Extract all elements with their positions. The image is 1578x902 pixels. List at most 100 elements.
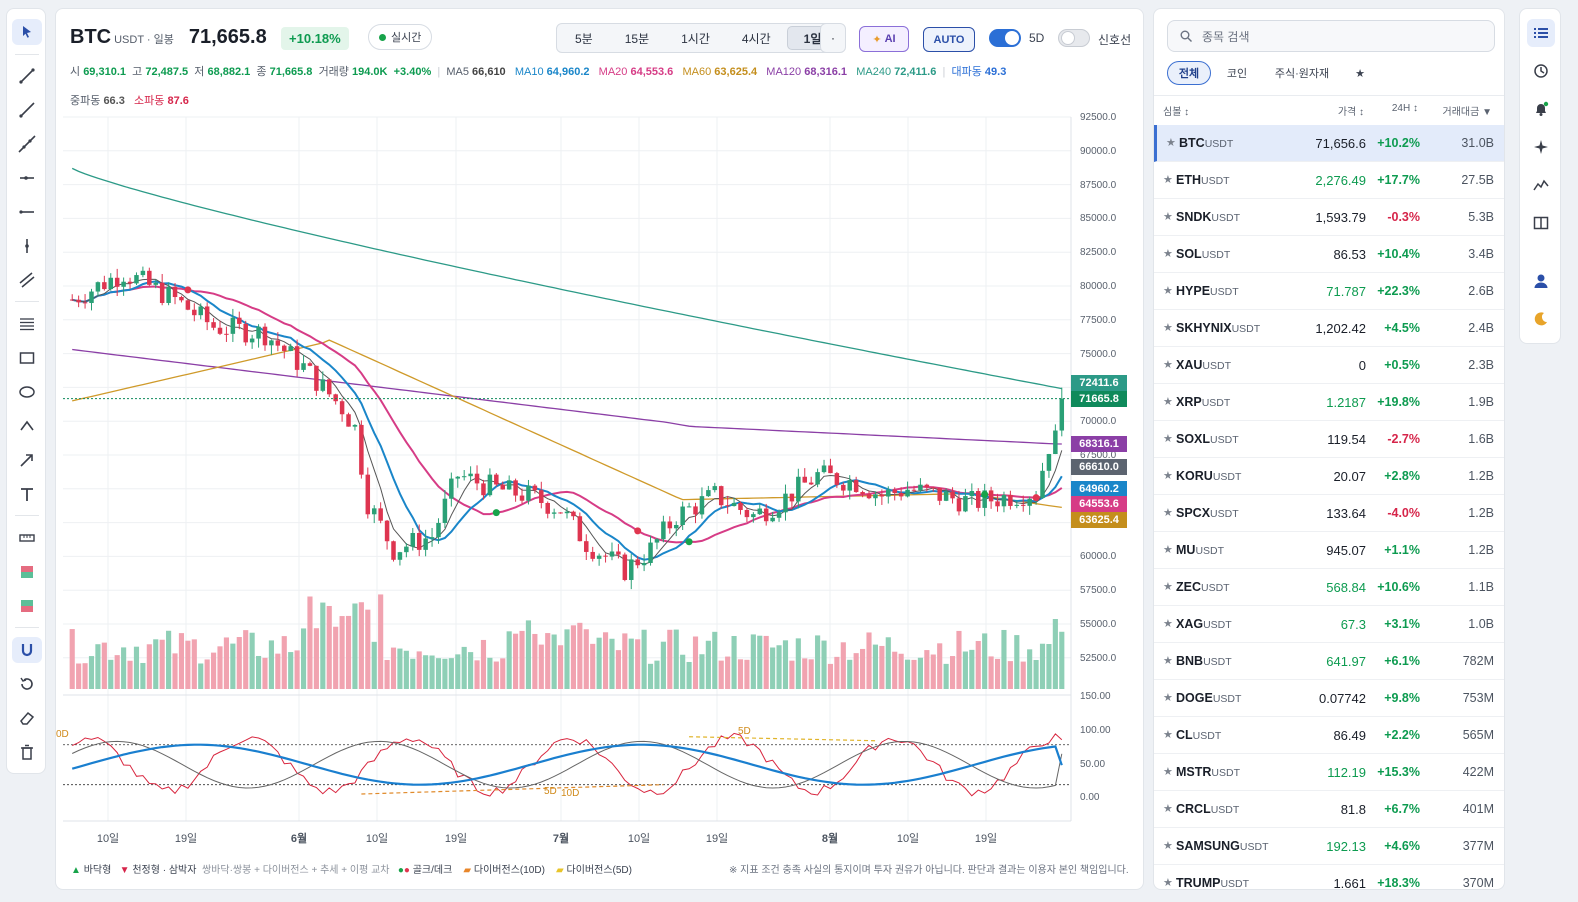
list-item[interactable]: ★ KORUUSDT 20.07 +2.8% 1.2B <box>1154 458 1504 495</box>
osc-tick-label: 50.00 <box>1080 759 1106 770</box>
alerts-button[interactable] <box>1527 95 1555 123</box>
list-item[interactable]: ★ SKHYNIXUSDT 1,202.42 +4.5% 2.4B <box>1154 310 1504 347</box>
fib-levels-tool[interactable] <box>12 311 42 337</box>
list-item[interactable]: ★ TRUMPUSDT 1.661 +18.3% 370M <box>1154 865 1504 889</box>
layout-button[interactable] <box>1527 209 1555 237</box>
favorite-star-icon[interactable]: ★ <box>1163 285 1173 297</box>
more-timeframes-button[interactable]: · <box>820 23 846 53</box>
col-change[interactable]: 24H ↕ <box>1391 103 1418 114</box>
list-item[interactable]: ★ HYPEUSDT 71.787 +22.3% 2.6B <box>1154 273 1504 310</box>
tab-tf-15m[interactable]: 15분 <box>624 31 650 46</box>
list-item[interactable]: ★ XAUUSDT 0 +0.5% 2.3B <box>1154 347 1504 384</box>
ray-tool[interactable] <box>12 97 42 123</box>
list-item[interactable]: ★ SNDKUSDT 1,593.79 -0.3% 5.3B <box>1154 199 1504 236</box>
search-box[interactable]: 종목 검색 <box>1167 20 1495 52</box>
favorite-star-icon[interactable]: ★ <box>1163 470 1173 482</box>
favorite-star-icon[interactable]: ★ <box>1163 692 1173 704</box>
auto-button[interactable]: AUTO <box>923 27 975 52</box>
favorite-star-icon[interactable]: ★ <box>1163 766 1173 778</box>
list-item[interactable]: ★ XAGUSDT 67.3 +3.1% 1.0B <box>1154 606 1504 643</box>
favorite-star-icon[interactable]: ★ <box>1166 137 1176 149</box>
ai-assistant-button[interactable] <box>1527 133 1555 161</box>
filter-stocks[interactable]: 주식·원자재 <box>1274 68 1330 80</box>
vertical-line-tool[interactable] <box>12 233 42 259</box>
filter-coin[interactable]: 코인 <box>1226 68 1248 80</box>
favorite-star-icon[interactable]: ★ <box>1163 211 1173 223</box>
horizontal-ray-tool[interactable] <box>12 165 42 191</box>
theme-button[interactable] <box>1527 305 1555 333</box>
volume-bar <box>345 615 352 689</box>
favorite-star-icon[interactable]: ★ <box>1163 618 1173 630</box>
extended-line-tool[interactable] <box>12 131 42 157</box>
favorite-star-icon[interactable]: ★ <box>1163 581 1173 593</box>
list-item[interactable]: ★ ETHUSDT 2,276.49 +17.7% 27.5B <box>1154 162 1504 199</box>
list-item[interactable]: ★ SOLUSDT 86.53 +10.4% 3.4B <box>1154 236 1504 273</box>
long-position-tool[interactable] <box>12 559 42 585</box>
list-item[interactable]: ★ XRPUSDT 1.2187 +19.8% 1.9B <box>1154 384 1504 421</box>
favorite-star-icon[interactable]: ★ <box>1163 655 1173 667</box>
favorite-star-icon[interactable]: ★ <box>1163 248 1173 260</box>
list-item[interactable]: ★ MUUSDT 945.07 +1.1% 1.2B <box>1154 532 1504 569</box>
volume-bar <box>628 638 634 689</box>
text-tool[interactable] <box>12 481 42 507</box>
list-item[interactable]: ★ BNBUSDT 641.97 +6.1% 782M <box>1154 643 1504 680</box>
volume-bar <box>924 650 930 689</box>
price-chart[interactable]: 0D 5D 5D 10D <box>56 9 1144 890</box>
list-item[interactable]: ★ SPCXUSDT 133.64 -4.0% 1.2B <box>1154 495 1504 532</box>
favorite-star-icon[interactable]: ★ <box>1163 322 1173 334</box>
cursor-tool[interactable] <box>12 19 42 45</box>
reset-tool[interactable] <box>12 671 42 697</box>
polyline-tool[interactable] <box>12 413 42 439</box>
measure-tool[interactable] <box>12 525 42 551</box>
profile-button[interactable] <box>1527 267 1555 295</box>
toggle-5d[interactable] <box>989 29 1021 47</box>
short-position-tool[interactable] <box>12 593 42 619</box>
list-item[interactable]: ★ BTCUSDT 71,656.6 +10.2% 31.0B <box>1154 125 1504 162</box>
list-item[interactable]: ★ ZECUSDT 568.84 +10.6% 1.1B <box>1154 569 1504 606</box>
current-price: 71,665.8 <box>188 26 267 48</box>
favorite-star-icon[interactable]: ★ <box>1163 359 1173 371</box>
realtime-badge[interactable]: 실시간 <box>368 24 433 50</box>
favorite-star-icon[interactable]: ★ <box>1163 433 1173 445</box>
filter-all[interactable]: 전체 <box>1167 61 1211 85</box>
favorite-star-icon[interactable]: ★ <box>1163 507 1173 519</box>
favorite-star-icon[interactable]: ★ <box>1163 877 1173 889</box>
volume-bar <box>853 653 859 689</box>
tab-tf-5m[interactable]: 5분 <box>575 31 593 46</box>
magnet-tool[interactable] <box>12 637 42 663</box>
ai-button[interactable]: ✦ AI <box>859 26 909 52</box>
ellipse-tool[interactable] <box>12 379 42 405</box>
trash-tool[interactable] <box>12 739 42 765</box>
list-item[interactable]: ★ CLUSDT 86.49 +2.2% 565M <box>1154 717 1504 754</box>
list-item[interactable]: ★ SOXLUSDT 119.54 -2.7% 1.6B <box>1154 421 1504 458</box>
favorite-star-icon[interactable]: ★ <box>1163 840 1173 852</box>
list-item[interactable]: ★ MSTRUSDT 112.19 +15.3% 422M <box>1154 754 1504 791</box>
arrow-tool[interactable] <box>12 447 42 473</box>
list-item[interactable]: ★ CRCLUSDT 81.8 +6.7% 401M <box>1154 791 1504 828</box>
horizontal-line-tool[interactable] <box>12 199 42 225</box>
toggle-signal[interactable] <box>1058 29 1090 47</box>
favorite-star-icon[interactable]: ★ <box>1163 396 1173 408</box>
col-symbol[interactable]: 심볼 ↕ <box>1163 107 1190 118</box>
favorite-star-icon[interactable]: ★ <box>1163 174 1173 186</box>
tab-tf-4h[interactable]: 4시간 <box>741 31 771 46</box>
favorite-star-icon[interactable]: ★ <box>1163 729 1173 741</box>
list-item[interactable]: ★ DOGEUSDT 0.07742 +9.8% 753M <box>1154 680 1504 717</box>
parallel-channel-tool[interactable] <box>12 267 42 293</box>
candle-body <box>1053 430 1058 455</box>
search-input[interactable]: 종목 검색 <box>1202 29 1250 44</box>
col-volume[interactable]: 거래대금 ▼ <box>1442 107 1492 118</box>
history-button[interactable] <box>1527 57 1555 85</box>
list-item[interactable]: ★ SAMSUNGUSDT 192.13 +4.6% 377M <box>1154 828 1504 865</box>
col-price[interactable]: 가격 ↕ <box>1337 107 1364 118</box>
favorite-star-icon[interactable]: ★ <box>1163 544 1173 556</box>
chart-analysis-button[interactable] <box>1527 171 1555 199</box>
rectangle-tool[interactable] <box>12 345 42 371</box>
favorite-star-icon[interactable]: ★ <box>1163 803 1173 815</box>
eraser-tool[interactable] <box>12 705 42 731</box>
trend-line-tool[interactable] <box>12 63 42 89</box>
tab-tf-1h[interactable]: 1시간 <box>681 31 710 46</box>
watchlist-button[interactable] <box>1527 19 1555 47</box>
filter-favorites[interactable]: ★ <box>1355 67 1365 80</box>
price-tick-label: 80000.0 <box>1080 281 1117 292</box>
